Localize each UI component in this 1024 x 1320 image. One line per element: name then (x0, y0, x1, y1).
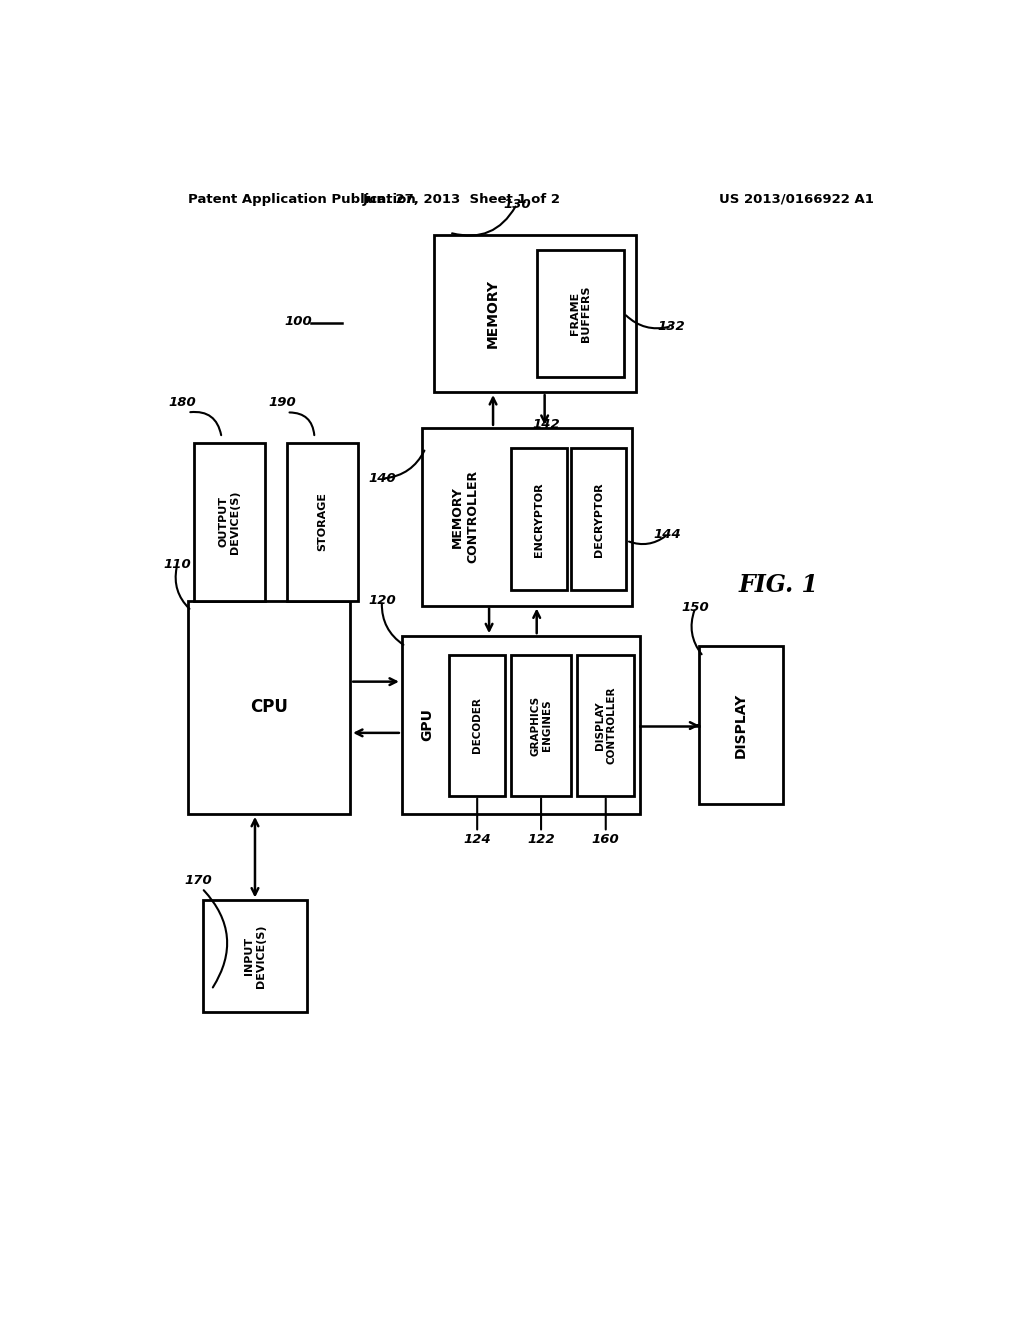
Bar (287, 444, 358, 601)
Text: CPU: CPU (250, 698, 288, 717)
Bar (422, 428, 632, 606)
Text: GPU: GPU (420, 709, 434, 742)
Text: INPUT
DEVICE(S): INPUT DEVICE(S) (244, 924, 266, 989)
Text: 122: 122 (527, 833, 555, 846)
Text: DISPLAY
CONTROLLER: DISPLAY CONTROLLER (595, 686, 616, 764)
Text: OUTPUT
DEVICE(S): OUTPUT DEVICE(S) (219, 490, 241, 553)
Text: 180: 180 (168, 396, 196, 409)
Text: 144: 144 (653, 528, 682, 541)
Text: 130: 130 (503, 198, 530, 211)
Bar (401, 636, 640, 814)
Bar (187, 601, 350, 814)
Text: 110: 110 (164, 558, 191, 572)
Text: FRAME
BUFFERS: FRAME BUFFERS (569, 285, 591, 342)
Bar (537, 249, 624, 378)
Bar (450, 656, 505, 796)
Text: MEMORY: MEMORY (486, 279, 500, 348)
Text: 140: 140 (368, 473, 396, 484)
Text: 190: 190 (269, 396, 297, 409)
Text: DECRYPTOR: DECRYPTOR (594, 482, 603, 557)
Bar (204, 900, 306, 1012)
Bar (433, 235, 636, 392)
Text: GRAPHICS
ENGINES: GRAPHICS ENGINES (530, 696, 552, 755)
Bar (511, 656, 570, 796)
Text: FIG. 1: FIG. 1 (738, 573, 819, 597)
Text: 160: 160 (592, 833, 620, 846)
Bar (699, 647, 782, 804)
Text: 124: 124 (463, 833, 492, 846)
Text: 150: 150 (682, 601, 710, 614)
Bar (578, 656, 634, 796)
Bar (511, 447, 567, 590)
Text: Jun. 27, 2013  Sheet 1 of 2: Jun. 27, 2013 Sheet 1 of 2 (362, 193, 560, 206)
Text: ENCRYPTOR: ENCRYPTOR (535, 482, 544, 557)
Text: DISPLAY: DISPLAY (734, 693, 749, 758)
Text: STORAGE: STORAGE (317, 492, 328, 552)
Text: 170: 170 (184, 874, 212, 887)
Text: 132: 132 (657, 319, 685, 333)
Text: MEMORY
CONTROLLER: MEMORY CONTROLLER (452, 470, 479, 564)
Text: 142: 142 (532, 418, 560, 432)
Text: 120: 120 (368, 594, 396, 607)
Text: 100: 100 (285, 314, 312, 327)
Bar (570, 447, 627, 590)
Text: Patent Application Publication: Patent Application Publication (187, 193, 416, 206)
Bar (194, 444, 265, 601)
Text: DECODER: DECODER (472, 697, 482, 754)
Text: US 2013/0166922 A1: US 2013/0166922 A1 (719, 193, 873, 206)
